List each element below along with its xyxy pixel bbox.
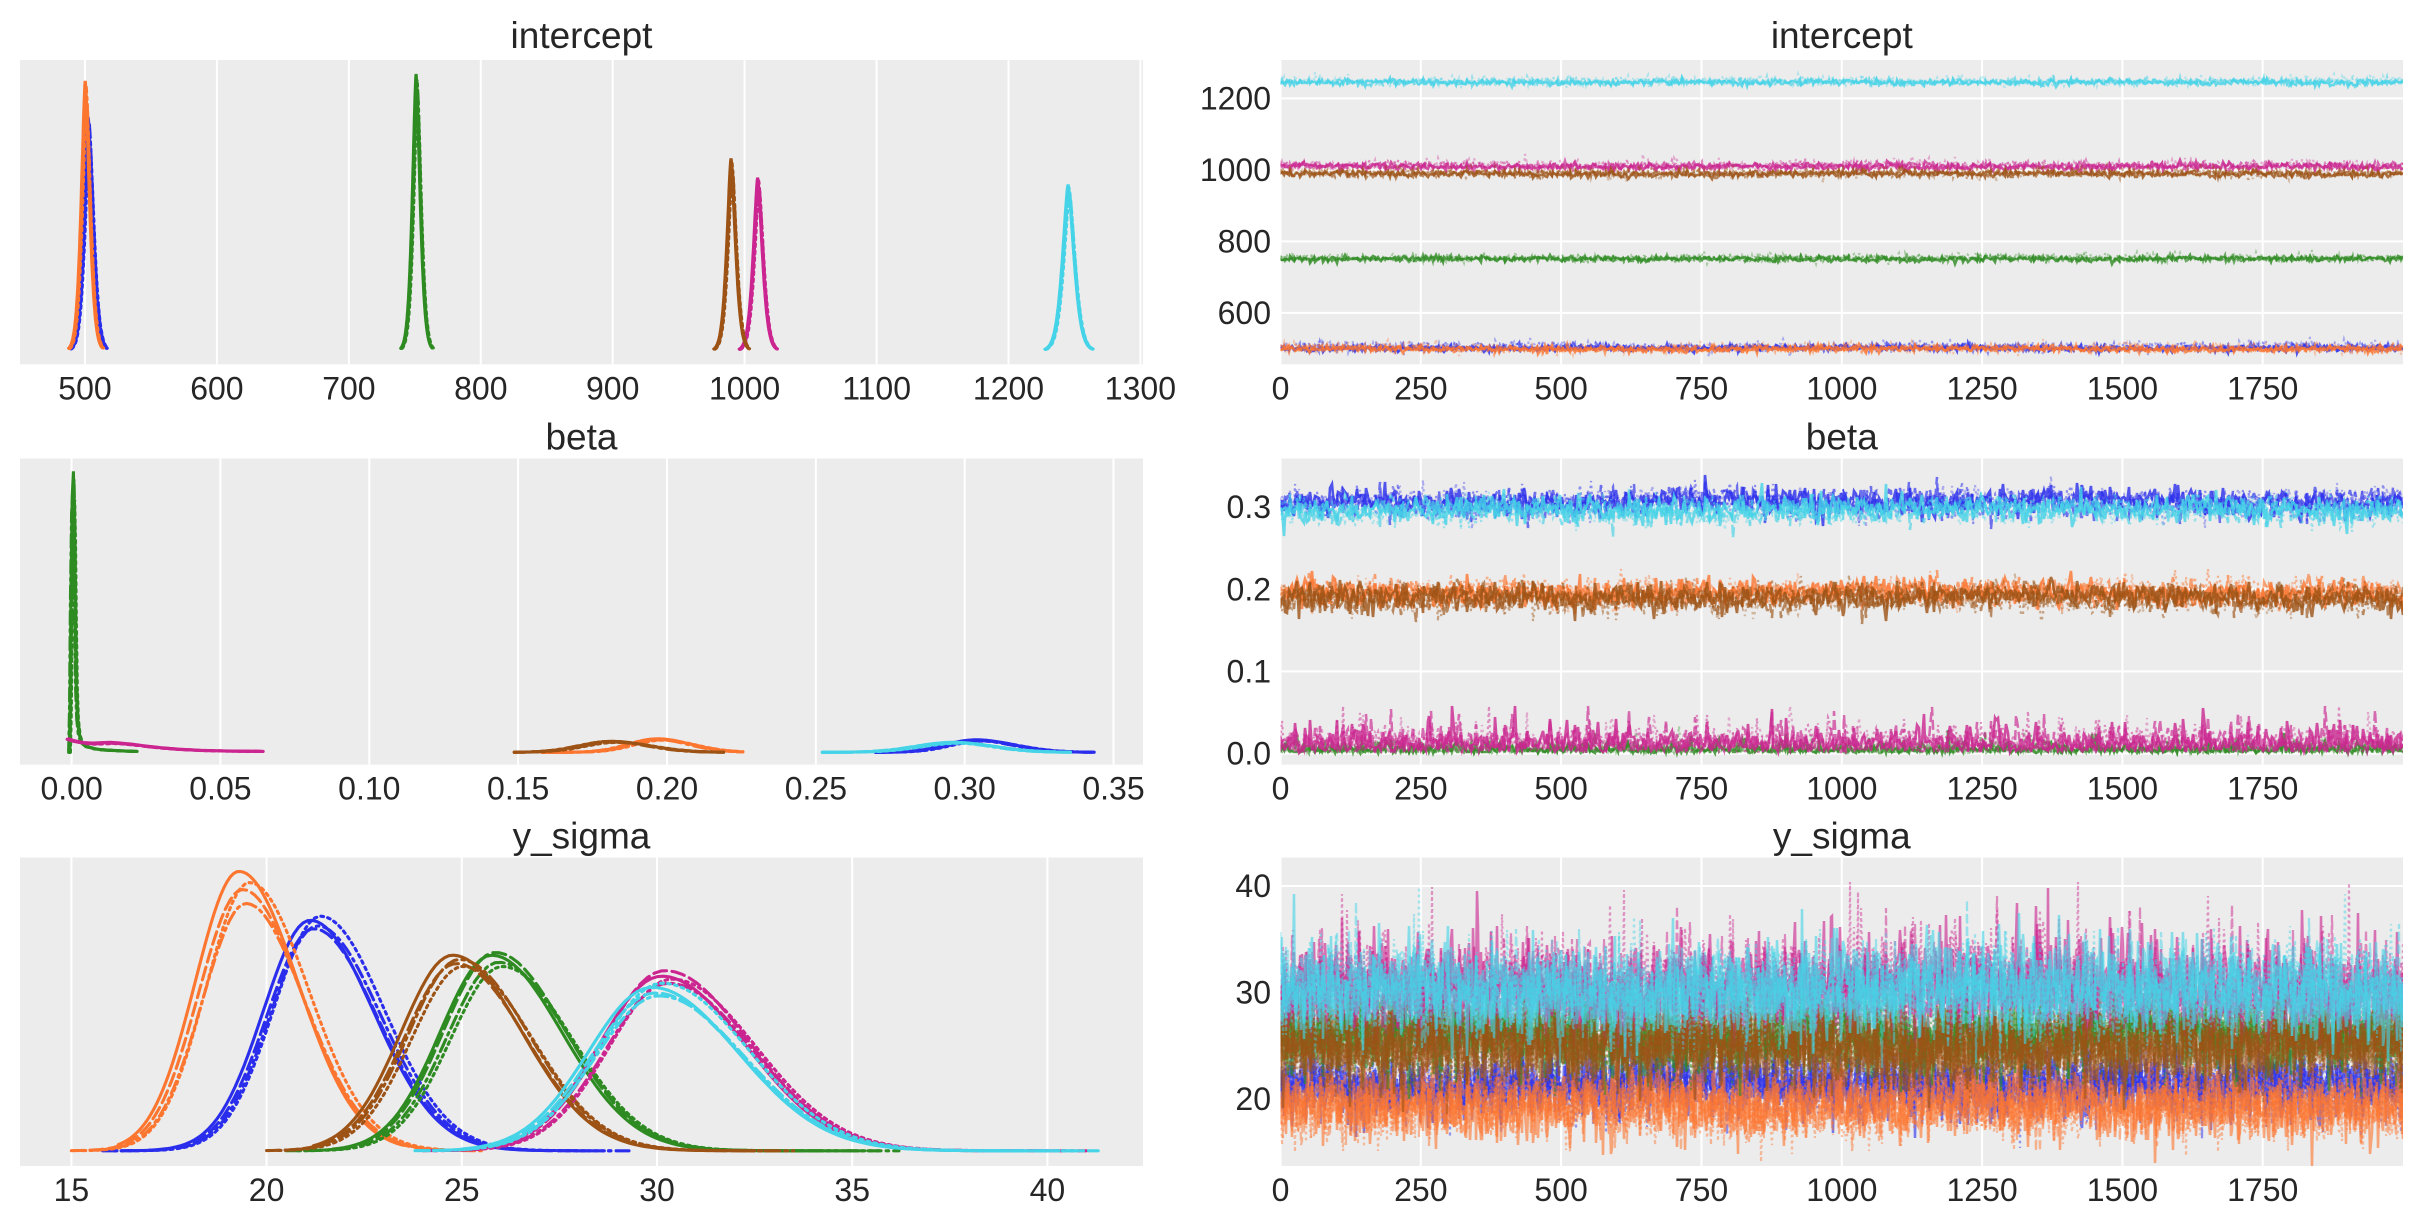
- svg-text:1200: 1200: [1200, 80, 1271, 116]
- svg-text:500: 500: [58, 370, 111, 406]
- svg-text:0.3: 0.3: [1227, 489, 1271, 525]
- svg-text:beta: beta: [1806, 417, 1878, 458]
- svg-text:1000: 1000: [1806, 1172, 1877, 1208]
- svg-text:250: 250: [1394, 370, 1447, 406]
- svg-text:750: 750: [1675, 771, 1728, 807]
- svg-text:40: 40: [1235, 868, 1271, 904]
- svg-text:25: 25: [444, 1172, 480, 1208]
- svg-text:intercept: intercept: [511, 15, 654, 56]
- svg-text:1500: 1500: [2087, 1172, 2158, 1208]
- svg-text:750: 750: [1675, 370, 1728, 406]
- svg-text:0.25: 0.25: [785, 771, 847, 807]
- svg-text:0.1: 0.1: [1227, 653, 1271, 689]
- svg-text:y_sigma: y_sigma: [513, 816, 651, 857]
- svg-text:0.05: 0.05: [189, 771, 251, 807]
- svg-text:1000: 1000: [1200, 152, 1271, 188]
- svg-text:800: 800: [454, 370, 507, 406]
- svg-text:1100: 1100: [842, 370, 911, 406]
- svg-text:500: 500: [1534, 771, 1587, 807]
- svg-text:0.00: 0.00: [40, 771, 102, 807]
- svg-text:y_sigma: y_sigma: [1773, 816, 1911, 857]
- svg-text:35: 35: [834, 1172, 870, 1208]
- svg-text:beta: beta: [545, 417, 617, 458]
- svg-text:20: 20: [1235, 1081, 1271, 1117]
- svg-text:600: 600: [190, 370, 243, 406]
- svg-text:500: 500: [1534, 370, 1587, 406]
- svg-text:0.30: 0.30: [934, 771, 996, 807]
- svg-text:1750: 1750: [2227, 1172, 2298, 1208]
- svg-text:500: 500: [1534, 1172, 1587, 1208]
- svg-text:0.0: 0.0: [1227, 736, 1271, 772]
- svg-text:0: 0: [1272, 771, 1290, 807]
- svg-text:1500: 1500: [2087, 370, 2158, 406]
- svg-text:0.10: 0.10: [338, 771, 400, 807]
- svg-text:1000: 1000: [1806, 771, 1877, 807]
- svg-text:20: 20: [249, 1172, 285, 1208]
- svg-text:0.20: 0.20: [636, 771, 698, 807]
- svg-text:250: 250: [1394, 771, 1447, 807]
- svg-text:1000: 1000: [1806, 370, 1877, 406]
- svg-text:1250: 1250: [1947, 771, 2018, 807]
- svg-text:700: 700: [322, 370, 375, 406]
- svg-text:1200: 1200: [973, 370, 1044, 406]
- svg-text:1250: 1250: [1947, 370, 2018, 406]
- svg-text:0.2: 0.2: [1227, 571, 1271, 607]
- svg-text:1750: 1750: [2227, 771, 2298, 807]
- svg-text:40: 40: [1030, 1172, 1066, 1208]
- svg-text:250: 250: [1394, 1172, 1447, 1208]
- svg-text:750: 750: [1675, 1172, 1728, 1208]
- svg-text:0: 0: [1272, 1172, 1290, 1208]
- svg-text:30: 30: [639, 1172, 675, 1208]
- svg-text:1000: 1000: [709, 370, 780, 406]
- svg-text:1300: 1300: [1105, 370, 1176, 406]
- svg-text:intercept: intercept: [1771, 15, 1914, 56]
- svg-text:900: 900: [586, 370, 639, 406]
- svg-text:0.15: 0.15: [487, 771, 549, 807]
- svg-text:0.35: 0.35: [1082, 771, 1144, 807]
- svg-text:800: 800: [1218, 223, 1271, 259]
- svg-text:15: 15: [54, 1172, 90, 1208]
- svg-text:30: 30: [1235, 975, 1271, 1011]
- svg-text:600: 600: [1218, 295, 1271, 331]
- svg-text:1500: 1500: [2087, 771, 2158, 807]
- svg-text:0: 0: [1272, 370, 1290, 406]
- svg-text:1250: 1250: [1947, 1172, 2018, 1208]
- svg-text:1750: 1750: [2227, 370, 2298, 406]
